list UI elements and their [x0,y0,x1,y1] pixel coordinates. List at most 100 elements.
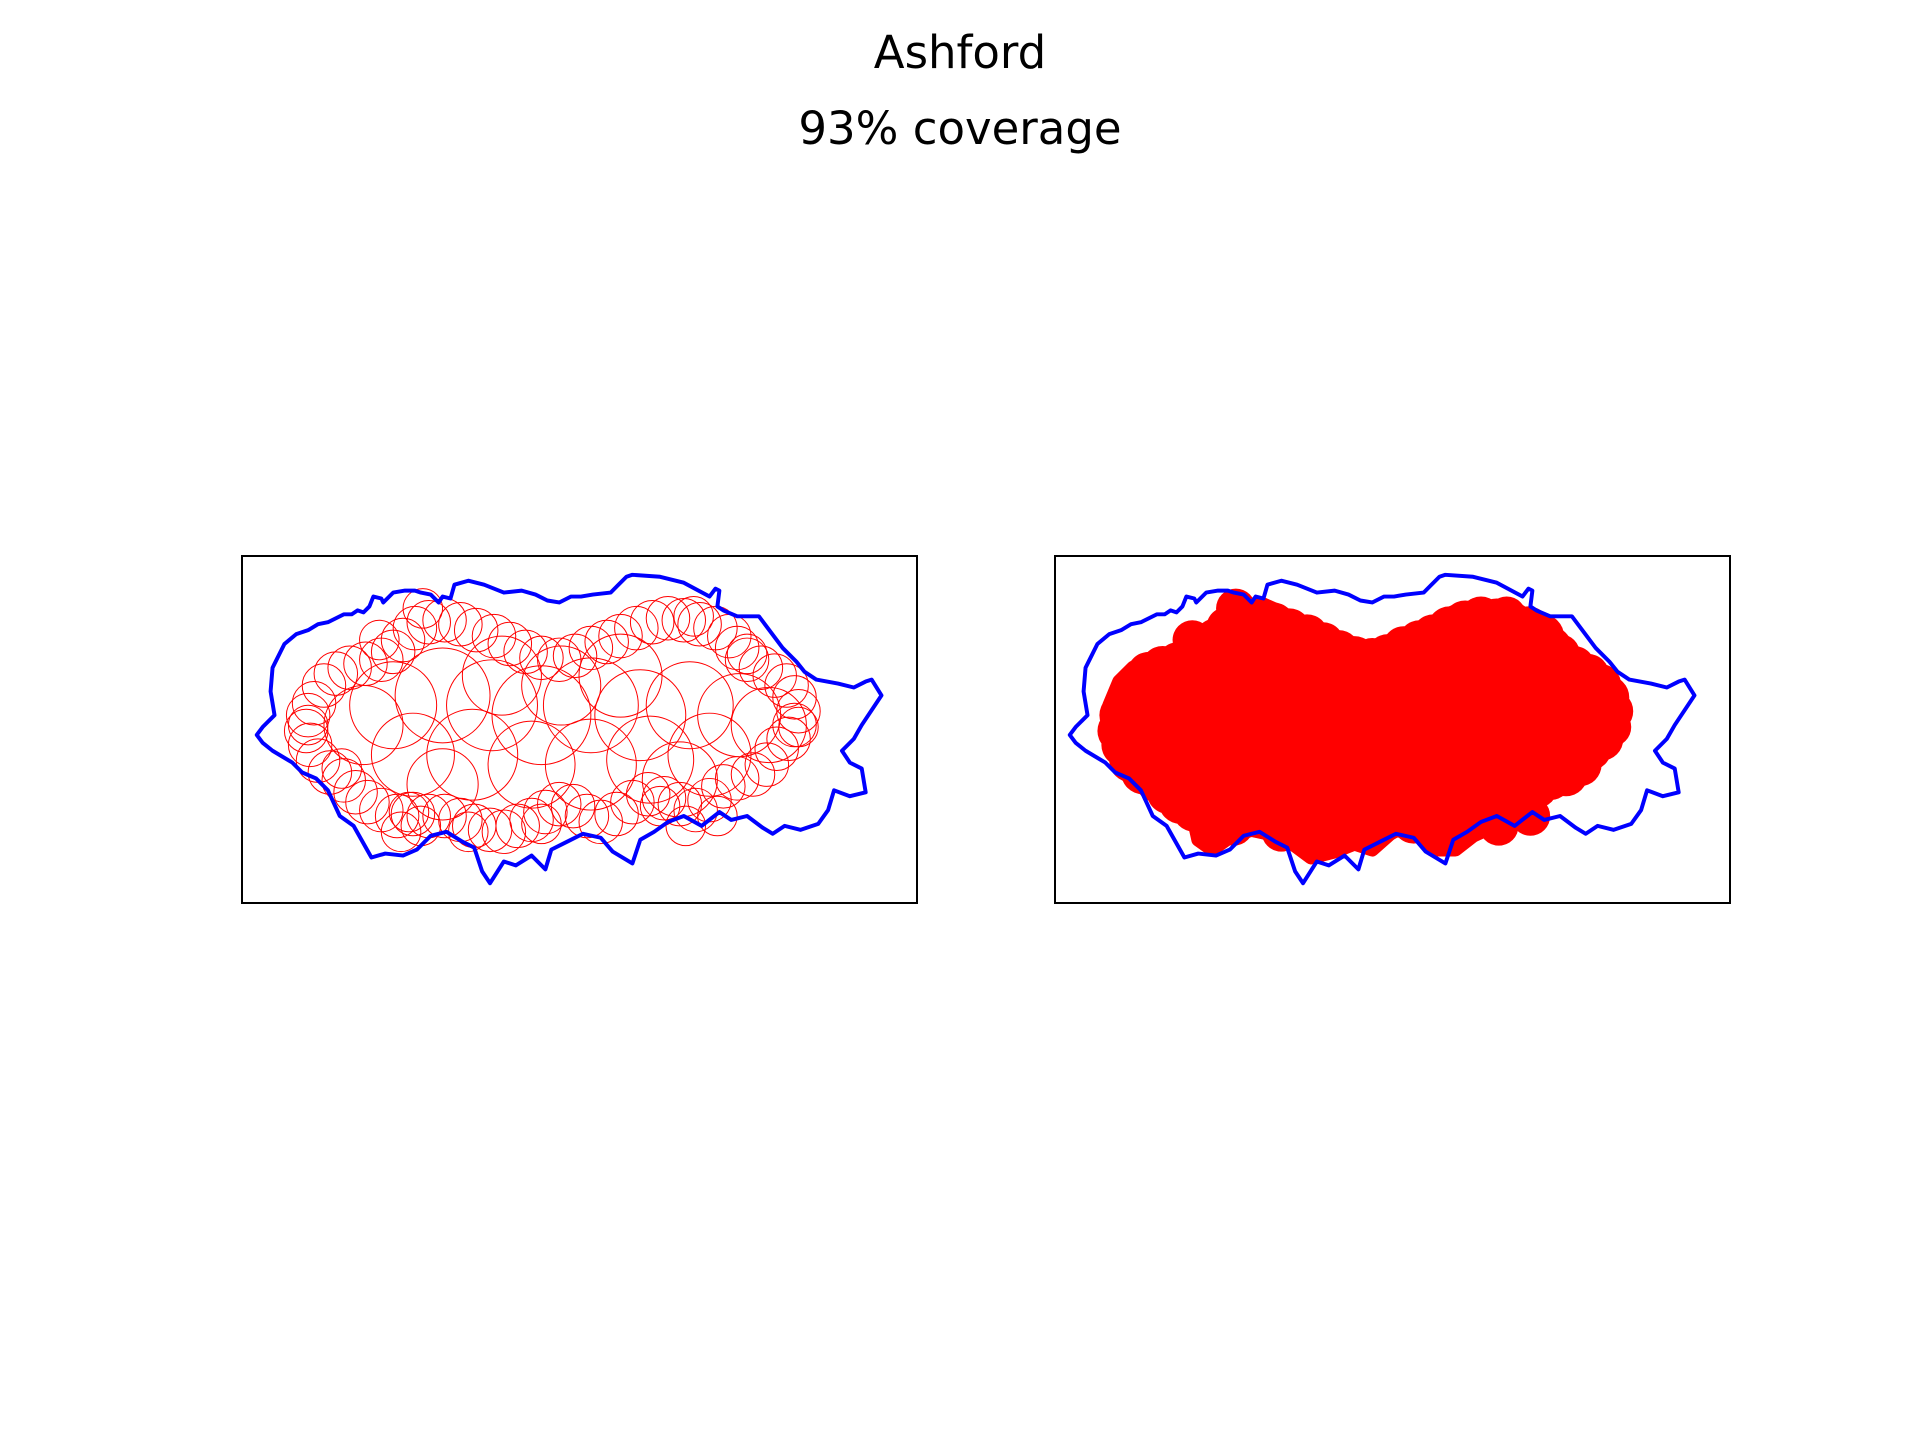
coverage-circle [426,708,519,801]
district-boundary [1067,572,1697,886]
coverage-circle [323,685,404,766]
coverage-circle [487,720,576,809]
coverage-circle [509,797,554,843]
coverage-circle [1392,634,1476,718]
coverage-circle [738,645,784,690]
coverage-circle [564,793,610,839]
coverage-circle [295,738,341,783]
coverage-circle [625,772,671,817]
coverage-circle [677,601,722,647]
union-coverage-map [1067,572,1697,886]
coverage-circle [388,791,430,833]
coverage-circle [730,686,807,764]
coverage-circle [726,633,768,675]
coverage-circle [1455,741,1531,817]
circle-coverage-map-panel [241,555,918,904]
coverage-circle [776,688,821,734]
coverage-circle [1136,685,1217,765]
coverage-circle [724,637,770,683]
coverage-circle [707,613,752,659]
coverage-circle [394,647,491,744]
boundary-outline [254,572,884,886]
coverage-circle [422,598,467,643]
coverage-circle [1172,620,1213,660]
coverage-circle [536,637,582,683]
coverage-circle [764,663,809,708]
coverage-circle [568,625,614,671]
coverage-circle [333,770,378,815]
coverage-circle [287,722,333,768]
coverage-circle [697,795,738,837]
coverage-circle [1334,804,1375,844]
coverage-circle [422,793,467,839]
coverage-circle [1544,687,1620,763]
union-coverage-map-panel [1054,555,1731,904]
coverage-circle [495,803,540,849]
coverage-circle [673,787,718,833]
coverage-circle [673,596,714,637]
coverage-circle [301,663,347,708]
coverage-circle [438,601,483,647]
coverage-circle [380,811,422,853]
coverage-circle [544,718,637,811]
coverage-circle [645,596,691,641]
coverage-circle [714,756,760,801]
coverage-circle [487,621,533,667]
coverage-circle [521,803,562,845]
coverage-circle [521,645,602,726]
coverage-circle [667,712,752,797]
figure-title: Ashford [873,26,1047,79]
coverage-circle [1220,748,1292,820]
coverage-circle [406,600,451,645]
coverage-union-area [1097,588,1634,865]
coverage-circle [285,692,331,738]
coverage-circle [349,661,438,750]
coverage-circle [370,629,416,675]
coverage-circle [287,704,329,746]
coverage-circle [645,661,734,750]
coverage-circle [629,600,675,645]
coverage-circle [552,633,598,679]
coverage-circle [542,657,639,754]
coverage-circle [1101,705,1141,745]
coverage-circle [610,779,655,825]
coverage-circle [614,605,659,651]
coverage-circle [461,635,542,716]
coverage-circle [661,598,707,643]
coverage-circle [453,607,499,653]
coverage-circle [1486,596,1527,637]
coverage-circle [374,793,420,839]
coverage-circle [491,665,592,766]
coverage-subtitle: 93% coverage [798,102,1122,155]
coverage-circle [665,805,707,847]
coverage-circle [550,783,596,829]
coverage-circle [283,708,329,754]
coverage-circle [523,789,568,835]
coverage-circle [701,764,746,809]
coverage-circle [1275,636,1355,716]
coverage-circle [1334,645,1414,726]
coverage-circle [327,645,372,690]
district-boundary [254,572,884,886]
coverage-circle [370,712,455,797]
circle-coverage-map [254,572,884,886]
coverage-circle [345,779,390,825]
coverage-circle [481,809,527,855]
coverage-circle [744,742,790,787]
coverage-circle [730,752,776,797]
coverage-circle [359,619,400,661]
coverage-circle [359,787,404,833]
coverage-circle [594,669,687,762]
coverage-circle [402,588,444,629]
coverage-circle [598,613,643,659]
coverage-circle [584,619,629,665]
coverage-circle [471,613,517,659]
coverage-circle [1261,812,1302,852]
boundary-outline [1067,572,1697,886]
coverage-circle [778,706,819,748]
coverage-circle [359,637,404,683]
coverage-circle [1115,663,1159,708]
coverage-circle [697,673,782,758]
coverage-circle [578,633,663,718]
coverage-circle [321,748,363,789]
